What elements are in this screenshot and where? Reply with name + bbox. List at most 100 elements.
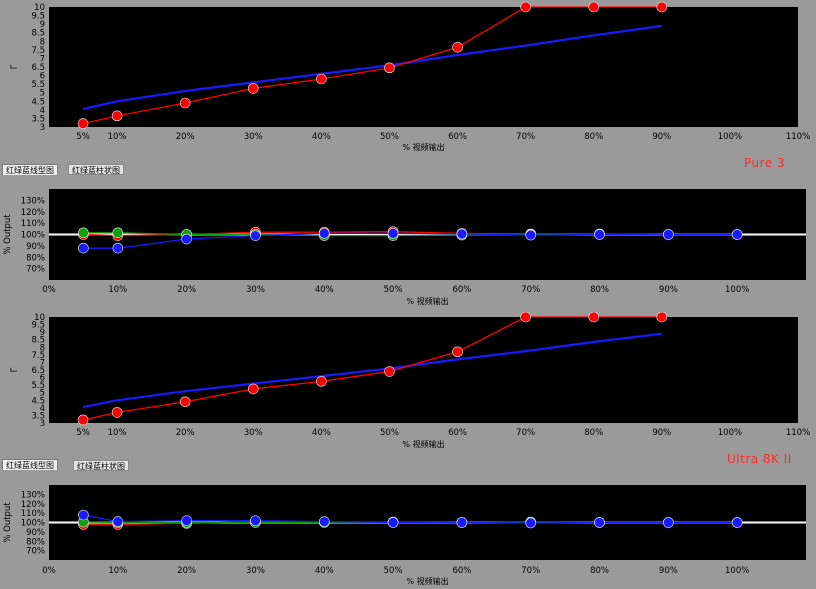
data-point-blue (78, 509, 89, 521)
data-point-blue (181, 233, 192, 245)
y-tick-label: 110% (21, 509, 45, 519)
data-point-red (656, 1, 668, 13)
x-tick-label: 40% (315, 285, 334, 295)
y-tick-label: 130% (21, 490, 45, 500)
data-point-blue (594, 229, 605, 240)
x-tick-label: 100% (725, 566, 749, 576)
x-tick-label: 60% (452, 566, 471, 576)
plot-area (49, 7, 798, 127)
data-point-red (247, 383, 259, 395)
y-tick-label: 110% (21, 219, 45, 229)
data-point-blue (594, 517, 605, 528)
x-tick-label: 110% (786, 132, 810, 142)
x-tick-label: 10% (108, 428, 127, 438)
data-point-red (588, 1, 600, 13)
y-tick-label: 9.5 (31, 321, 45, 331)
series-line-red (82, 6, 662, 125)
rgb-balance-chart-pure3: 70%80%90%100%110%120%130%0% 10% 20% 30% 40% 5… (3, 189, 806, 306)
data-point-blue (250, 230, 261, 241)
x-tick-label: 20% (177, 566, 196, 576)
x-tick-label: 5% (76, 428, 90, 438)
x-tick-label: 30% (246, 285, 265, 295)
data-point-red (247, 83, 259, 94)
x-tick-label: 50% (380, 428, 399, 438)
data-point-blue (112, 516, 124, 527)
y-tick-label: 7 (40, 358, 45, 368)
x-tick-label: 80% (590, 566, 609, 576)
x-tick-label: 0% (42, 566, 56, 576)
data-point-red (316, 376, 327, 387)
x-tick-label: 110% (786, 428, 810, 438)
y-tick-label: 80% (26, 537, 45, 547)
data-point-red (520, 312, 531, 323)
gamma-chart-ultra8k: 33.544.555.566.577.588.599.510 5% 10% 20% 30… (10, 312, 810, 449)
y-tick-label: 3.5 (31, 114, 45, 124)
x-tick-label: 100% (718, 428, 742, 438)
y-tick-label: 7.5 (31, 351, 45, 361)
x-tick-label: 40% (312, 428, 331, 438)
x-tick-label: 10% (108, 285, 127, 295)
y-tick-label: 6 (40, 72, 45, 82)
y-tick-label: 9 (40, 328, 45, 338)
y-tick-label: 7.5 (31, 46, 45, 56)
data-point-blue (387, 517, 399, 528)
y-tick-label: 8.5 (31, 336, 45, 346)
y-tick-label: 90% (26, 242, 45, 252)
x-tick-label: 50% (380, 132, 399, 142)
y-tick-label: 70% (26, 547, 45, 557)
data-point-red (77, 414, 89, 426)
data-point-red (77, 118, 89, 129)
x-tick-label: 90% (659, 566, 678, 576)
y-tick-label: 120% (21, 208, 45, 218)
x-tick-label: 20% (177, 285, 196, 295)
data-point-blue (250, 515, 261, 526)
y-tick-label: 9.5 (31, 12, 45, 22)
y-axis-label: Γ (10, 367, 20, 372)
data-point-red (588, 312, 600, 323)
series-line-blue (82, 332, 662, 409)
plot-area (49, 317, 798, 423)
data-point-blue (78, 242, 89, 254)
x-tick-label: 30% (244, 428, 263, 438)
x-tick-label: 50% (384, 285, 403, 295)
y-tick-label: 3 (40, 419, 45, 429)
x-tick-label: 10% (108, 566, 127, 576)
data-point-red (656, 312, 668, 323)
y-tick-label: 100% (21, 231, 45, 241)
y-tick-label: 8 (40, 37, 45, 47)
tab-rgb-line-chart-1[interactable]: 红绿蓝线型图 (2, 164, 58, 175)
y-tick-label: 100% (21, 519, 45, 529)
tab-rgb-line-chart-2[interactable]: 红绿蓝线型图 (2, 459, 58, 470)
y-tick-label: 4 (40, 404, 45, 414)
x-tick-label: 70% (521, 566, 540, 576)
y-axis-label: % Output (3, 214, 13, 255)
y-tick-label: 3.5 (31, 411, 45, 421)
x-axis-label: % 视频输出 (406, 576, 448, 586)
data-point-blue (112, 242, 124, 254)
data-point-blue (181, 515, 192, 526)
y-tick-label: 8.5 (31, 29, 45, 39)
x-tick-label: 80% (584, 132, 603, 142)
x-tick-label: 90% (652, 428, 671, 438)
x-tick-label: 60% (452, 285, 471, 295)
y-tick-label: 4.5 (31, 97, 45, 107)
y-tick-label: 8 (40, 343, 45, 353)
x-tick-label: 70% (516, 132, 535, 142)
x-tick-label: 70% (521, 285, 540, 295)
y-tick-label: 120% (21, 500, 45, 510)
x-tick-label: 40% (315, 566, 334, 576)
data-point-red (452, 41, 463, 53)
data-point-red (384, 366, 395, 377)
x-tick-label: 80% (590, 285, 609, 295)
gamma-chart-pure3: 33.544.555.566.577.588.599.510 5% 10% 20% 30… (10, 1, 810, 152)
series-line-red (82, 316, 662, 421)
tab-rgb-bar-chart-1[interactable]: 红绿蓝柱状图 (68, 164, 124, 175)
data-point-red (179, 97, 191, 109)
x-axis-label: % 视频输出 (402, 142, 444, 152)
x-tick-label: 100% (725, 285, 749, 295)
data-point-blue (663, 517, 674, 528)
data-point-red (111, 407, 123, 418)
x-tick-label: 30% (246, 566, 265, 576)
y-tick-label: 10 (34, 3, 45, 13)
tab-rgb-bar-chart-2[interactable]: 红绿蓝柱状图 (73, 460, 129, 471)
